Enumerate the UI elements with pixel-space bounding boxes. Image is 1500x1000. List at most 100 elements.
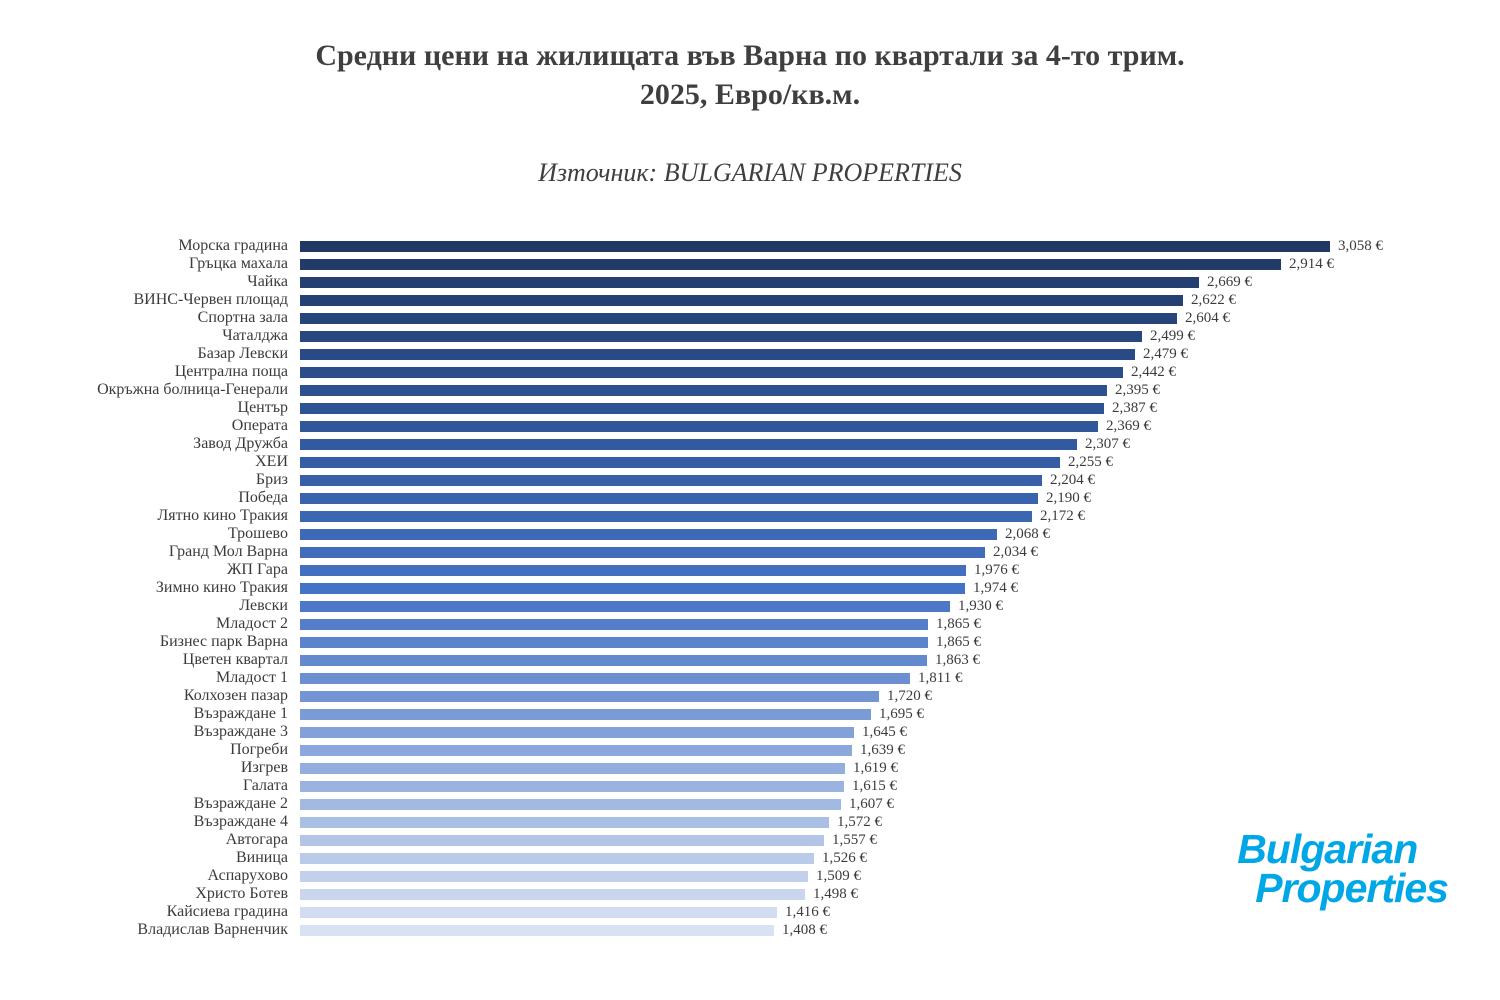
bar	[300, 888, 805, 900]
bar-row: Възраждане 1 1,695 €	[0, 705, 1500, 723]
category-label: Възраждане 3	[193, 723, 288, 740]
bar-row: Трошево 2,068 €	[0, 525, 1500, 543]
bar-row: Изгрев 1,619 €	[0, 759, 1500, 777]
value-label: 2,499 €	[1150, 327, 1195, 344]
value-label: 2,622 €	[1191, 291, 1236, 308]
bar-row: Автогара 1,557 €	[0, 831, 1500, 849]
category-label: Погреби	[230, 741, 288, 758]
bar-row: ЖП Гара 1,976 €	[0, 561, 1500, 579]
chart-subtitle: Източник: BULGARIAN PROPERTIES	[538, 158, 962, 187]
bar-track: 1,557 €	[300, 832, 1500, 848]
bar-row: Възраждане 4 1,572 €	[0, 813, 1500, 831]
value-label: 1,695 €	[879, 705, 924, 722]
bar	[300, 276, 1199, 288]
bar-track: 1,509 €	[300, 867, 1500, 884]
value-label: 2,479 €	[1143, 345, 1188, 362]
bar-row: ВИНС-Червен площад 2,622 €	[0, 291, 1500, 309]
category-label: Спортна зала	[197, 309, 288, 326]
bar	[300, 492, 1038, 504]
bar-row: Окръжна болница-Генерали 2,395 €	[0, 381, 1500, 399]
bar-track: 1,607 €	[300, 796, 1500, 812]
category-label: Окръжна болница-Генерали	[97, 381, 288, 398]
bar	[300, 618, 928, 630]
value-label: 2,395 €	[1115, 381, 1160, 398]
bar-track: 1,811 €	[300, 669, 1500, 686]
bar-track: 1,720 €	[300, 688, 1500, 704]
bar-track: 1,639 €	[300, 742, 1500, 758]
bar	[300, 744, 852, 756]
bar-row: Спортна зала 2,604 €	[0, 309, 1500, 327]
bar	[300, 474, 1042, 486]
bar	[300, 366, 1123, 378]
bar	[300, 294, 1183, 306]
value-label: 1,619 €	[853, 759, 898, 776]
bar-row: Младост 1 1,811 €	[0, 669, 1500, 687]
category-label: Колхозен пазар	[183, 687, 288, 704]
category-label: ЖП Гара	[227, 561, 288, 578]
bar-track: 1,572 €	[300, 813, 1500, 830]
bar	[300, 780, 844, 792]
value-label: 1,865 €	[936, 633, 981, 650]
value-label: 2,307 €	[1085, 435, 1130, 452]
category-label: Морска градина	[178, 237, 288, 254]
bar-track: 2,369 €	[300, 418, 1500, 434]
bar-row: Христо Ботев 1,498 €	[0, 885, 1500, 903]
bar-row: Възраждане 2 1,607 €	[0, 795, 1500, 813]
bar-track: 1,615 €	[300, 777, 1500, 794]
bar-row: Гранд Мол Варна 2,034 €	[0, 543, 1500, 561]
bar-track: 1,865 €	[300, 633, 1500, 650]
bar-track: 2,622 €	[300, 291, 1500, 308]
bar-row: Галата 1,615 €	[0, 777, 1500, 795]
category-label: Гранд Мол Варна	[168, 543, 288, 560]
bar-track: 1,526 €	[300, 850, 1500, 866]
bar-row: Младост 2 1,865 €	[0, 615, 1500, 633]
bar-track: 2,068 €	[300, 526, 1500, 542]
chart-title-line-2: 2025, Евро/кв.м.	[639, 78, 861, 111]
bar	[300, 438, 1077, 450]
category-label: Кайсиева градина	[166, 903, 288, 920]
bar	[300, 420, 1098, 432]
value-label: 1,408 €	[782, 921, 827, 938]
category-label: Бриз	[255, 471, 288, 488]
value-label: 1,615 €	[852, 777, 897, 794]
value-label: 1,509 €	[816, 867, 861, 884]
value-label: 1,572 €	[837, 813, 882, 830]
bar	[300, 798, 841, 810]
category-label: ВИНС-Червен площад	[133, 291, 288, 308]
bar	[300, 456, 1060, 468]
value-label: 1,930 €	[958, 597, 1003, 614]
bar	[300, 528, 997, 540]
value-label: 2,387 €	[1112, 399, 1157, 416]
value-label: 1,865 €	[936, 615, 981, 632]
bar-row: Бриз 2,204 €	[0, 471, 1500, 489]
category-label: Централна поща	[174, 363, 288, 380]
bar	[300, 258, 1281, 270]
bar-row: Чаталджа 2,499 €	[0, 327, 1500, 345]
bar	[300, 654, 927, 666]
bar-row: Кайсиева градина 1,416 €	[0, 903, 1500, 921]
category-label: Победа	[238, 489, 288, 506]
bar-track: 2,395 €	[300, 381, 1500, 398]
category-label: Възраждане 1	[193, 705, 288, 722]
bar	[300, 636, 928, 648]
bulgarian-properties-logo: Bulgarian Properties	[1237, 829, 1449, 909]
value-label: 1,416 €	[785, 903, 830, 920]
bar-track: 1,416 €	[300, 903, 1500, 920]
bar	[300, 582, 965, 594]
bar-track: 1,619 €	[300, 759, 1500, 776]
bar	[300, 870, 808, 882]
value-label: 1,645 €	[862, 723, 907, 740]
bar	[300, 852, 814, 864]
bar	[300, 564, 966, 576]
bar	[300, 240, 1330, 252]
bar	[300, 906, 777, 918]
bar-track: 1,645 €	[300, 723, 1500, 740]
bar-row: Морска градина 3,058 €	[0, 237, 1500, 255]
bar-row: Възраждане 3 1,645 €	[0, 723, 1500, 741]
value-label: 2,914 €	[1289, 255, 1334, 272]
bar-row: Бизнес парк Варна 1,865 €	[0, 633, 1500, 651]
category-label: Младост 2	[216, 615, 288, 632]
value-label: 1,863 €	[935, 651, 980, 668]
value-label: 1,811 €	[918, 669, 963, 686]
bar-track: 1,865 €	[300, 615, 1500, 632]
